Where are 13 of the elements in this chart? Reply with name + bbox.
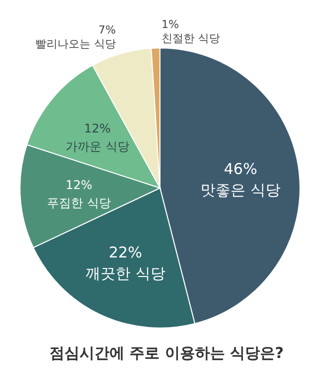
- data-label: 22%: [108, 243, 142, 262]
- slice-label: 깨끗한 식당: [86, 264, 166, 282]
- data-label: 7%: [98, 24, 116, 37]
- data-label: 12%: [66, 178, 92, 192]
- text: 점심시간에 주로 이용하는 식당은?: [49, 344, 284, 362]
- slice-label: 빨리나오는 식당: [35, 38, 116, 51]
- data-label: 12%: [84, 121, 111, 136]
- slice-label: 친절한 식당: [161, 32, 220, 46]
- slice-label: 맛좋은 식당: [200, 180, 280, 199]
- slice-label: 가까운 식당: [66, 139, 130, 154]
- data-label: 1%: [161, 18, 179, 32]
- slice-label: 푸짐한 식당: [47, 196, 111, 210]
- data-label: 46%: [224, 160, 258, 178]
